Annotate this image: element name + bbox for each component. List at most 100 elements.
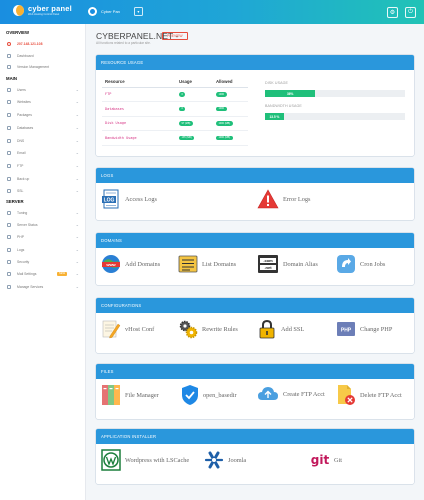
- sidebar-item-server-status[interactable]: Server Status ⌄: [7, 221, 79, 229]
- email-icon: [7, 151, 11, 155]
- mail-settings-icon: [7, 272, 11, 276]
- websites-icon: [7, 100, 11, 104]
- settings-icon[interactable]: ⚙: [387, 7, 398, 18]
- chevron-down-icon: ⌄: [75, 176, 79, 181]
- allowed-badge: 1000 (MB): [216, 121, 233, 126]
- sidebar-item-dashboard[interactable]: Dashboard: [7, 52, 79, 60]
- sidebar-item-websites[interactable]: Websites ⌄: [7, 98, 79, 106]
- svg-text:PHP: PHP: [341, 327, 352, 333]
- files-card: FILES File Manager open_basedir Create F…: [96, 364, 414, 419]
- dashboard-icon: [7, 54, 11, 58]
- list-domains-label: List Domains: [202, 260, 237, 268]
- sidebar-item-ssl[interactable]: SSL ⌄: [7, 187, 79, 195]
- user-name: Cyber Pan: [101, 9, 120, 14]
- usage-badge: 97 (MB): [179, 121, 193, 126]
- shield-icon: [7, 260, 11, 264]
- document-edit-icon: [102, 320, 121, 339]
- list-icon: [178, 255, 198, 273]
- users-icon: [7, 88, 11, 92]
- cron-jobs-tile[interactable]: Cron Jobs: [336, 254, 385, 274]
- resource-name: FTP: [105, 92, 112, 97]
- lock-icon: [7, 189, 11, 193]
- sidebar-item-version-management[interactable]: Version Management: [7, 63, 79, 71]
- sidebar-item-databases[interactable]: Databases ⌄: [7, 124, 79, 132]
- add-domains-tile[interactable]: www Add Domains: [101, 254, 160, 274]
- add-ssl-tile[interactable]: Add SSL: [257, 319, 304, 339]
- table-row: FTP 0 1000: [102, 87, 248, 102]
- allowed-badge: 1000: [216, 92, 227, 97]
- delete-file-icon: [338, 385, 355, 405]
- cloud-upload-icon: [258, 387, 278, 400]
- sidebar-item-email[interactable]: Email ⌄: [7, 149, 79, 157]
- resource-name: Databases: [105, 106, 124, 111]
- chevron-down-icon: ⌄: [75, 247, 79, 252]
- column-header: Resource: [102, 76, 176, 88]
- joomla-tile[interactable]: Joomla: [204, 449, 246, 471]
- preview-button[interactable]: PREVIEW: [162, 32, 188, 40]
- file-manager-tile[interactable]: File Manager: [101, 384, 159, 406]
- application-installer-card: APPLICATION INSTALLER Wordpress with LSC…: [96, 429, 414, 484]
- page-subtitle: All functions related to a particular si…: [96, 41, 151, 45]
- chevron-down-icon: ⌄: [75, 234, 79, 239]
- cyberpanel-logo[interactable]: cyber panel Web Hosting Control Panel: [13, 5, 72, 17]
- sidebar-item-php[interactable]: PHP ⌄: [7, 233, 79, 241]
- domain-alias-tile[interactable]: .com .net Domain Alias: [257, 254, 318, 274]
- lock-icon: [259, 319, 275, 339]
- sidebar-item-backup[interactable]: Back up ⌄: [7, 175, 79, 183]
- sidebar-item-packages[interactable]: Packages ⌄: [7, 111, 79, 119]
- wordpress-lscache-label: Wordpress with LSCache: [125, 456, 190, 464]
- sidebar-item-users[interactable]: Users ⌄: [7, 86, 79, 94]
- chevron-down-icon: ⌄: [75, 99, 79, 104]
- error-logs-label: Error Logs: [283, 195, 311, 203]
- usage-badge: 0: [179, 106, 186, 112]
- delete-ftp-acct-tile[interactable]: Delete FTP Acct: [336, 384, 402, 406]
- user-menu[interactable]: Cyber Pan ▾: [88, 7, 143, 16]
- error-logs-tile[interactable]: Error Logs: [257, 189, 310, 209]
- files-heading: FILES: [96, 364, 414, 379]
- www-globe-icon: www: [102, 255, 120, 273]
- domains-heading: DOMAINS: [96, 233, 414, 248]
- chevron-down-icon: ⌄: [75, 222, 79, 227]
- ftp-icon: [7, 164, 11, 168]
- git-tile[interactable]: git Git: [310, 449, 342, 471]
- access-logs-tile[interactable]: LOG Access Logs: [101, 189, 157, 209]
- bandwidth-usage-fill: 13.5 %: [265, 113, 284, 120]
- rewrite-rules-tile[interactable]: Rewrite Rules: [178, 319, 238, 339]
- power-icon[interactable]: ⏻: [405, 7, 416, 18]
- php-icon: PHP: [337, 322, 355, 336]
- sidebar-item-security[interactable]: Security ⌄: [7, 258, 79, 266]
- globe-icon: [7, 42, 11, 46]
- resource-name: Disk Usage: [105, 121, 127, 126]
- vhost-conf-tile[interactable]: vHost Conf: [101, 319, 154, 339]
- user-dropdown-button[interactable]: ▾: [133, 7, 143, 16]
- chevron-down-icon: ⌄: [75, 125, 79, 130]
- sidebar-item-ftp[interactable]: FTP ⌄: [7, 162, 79, 170]
- open-basedir-tile[interactable]: open_basedir: [181, 384, 237, 406]
- cron-icon: [337, 255, 355, 273]
- top-bar: cyber panel Web Hosting Control Panel Cy…: [0, 0, 424, 24]
- configurations-heading: CONFIGURATIONS: [96, 298, 414, 313]
- sidebar-item-mail-settings[interactable]: Mail Settings NEW ⌄: [7, 270, 79, 278]
- svg-text:LOG: LOG: [104, 198, 115, 204]
- wordpress-lscache-tile[interactable]: Wordpress with LSCache: [101, 449, 189, 471]
- tuning-icon: [7, 211, 11, 215]
- chevron-down-icon: ⌄: [75, 150, 79, 155]
- svg-text:www: www: [105, 262, 116, 267]
- sidebar-item-logs[interactable]: Logs ⌄: [7, 246, 79, 254]
- version-icon: [7, 65, 11, 69]
- disk-usage-fill: 36%: [265, 90, 316, 97]
- create-ftp-acct-tile[interactable]: Create FTP Acct: [257, 384, 325, 404]
- sidebar-item-dns[interactable]: DNS ⌄: [7, 137, 79, 145]
- change-php-tile[interactable]: PHP Change PHP: [336, 319, 392, 339]
- create-ftp-acct-label: Create FTP Acct: [283, 390, 325, 398]
- list-domains-tile[interactable]: List Domains: [178, 254, 236, 274]
- vhost-conf-label: vHost Conf: [125, 325, 155, 333]
- sidebar-item-tuning[interactable]: Tuning ⌄: [7, 209, 79, 217]
- sidebar-item-ip[interactable]: 207.148.121.108: [7, 40, 79, 48]
- php-icon: [7, 235, 11, 239]
- resource-usage-heading: RESOURCE USAGE: [96, 55, 414, 70]
- chevron-down-icon: ⌄: [75, 259, 79, 264]
- sidebar-item-manage-services[interactable]: Manage Services ⌄: [7, 283, 79, 291]
- chevron-down-icon: ⌄: [75, 210, 79, 215]
- chevron-down-icon: ⌄: [75, 138, 79, 143]
